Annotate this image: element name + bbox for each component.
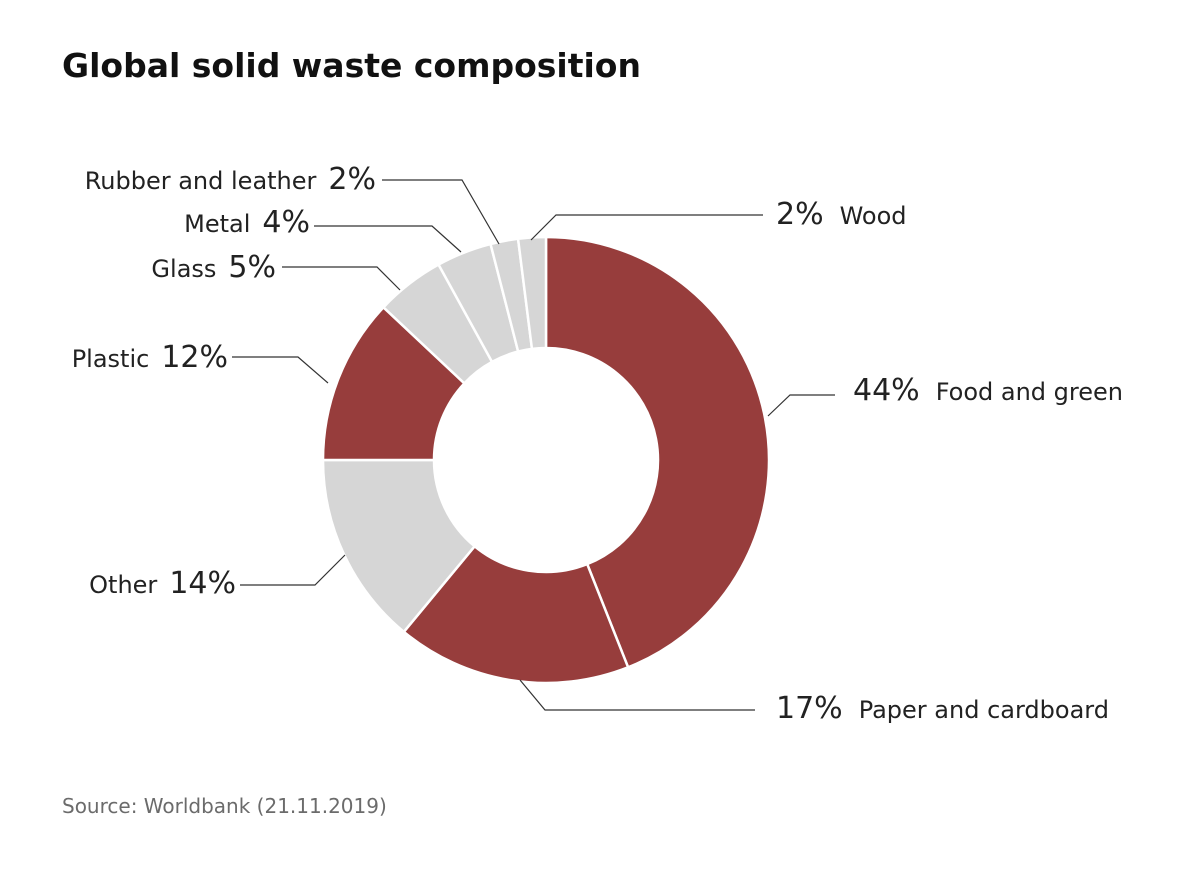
label-name-rubber-and-leather: Rubber and leather bbox=[85, 167, 317, 195]
label-name-paper-and-cardboard: Paper and cardboard bbox=[859, 696, 1109, 724]
slice-wood bbox=[516, 235, 548, 351]
label-name-plastic: Plastic bbox=[72, 345, 150, 373]
label-rubber-and-leather: Rubber and leather 2% bbox=[85, 162, 376, 197]
slices-group bbox=[321, 235, 771, 685]
label-pct-glass: 5% bbox=[228, 250, 276, 285]
leader-line-rubber-and-leather bbox=[382, 179, 500, 245]
label-name-glass: Glass bbox=[151, 255, 216, 283]
label-name-wood: Wood bbox=[840, 202, 907, 230]
leader-line-paper-and-cardboard bbox=[519, 679, 755, 711]
label-name-food-and-green: Food and green bbox=[936, 378, 1123, 406]
label-name-metal: Metal bbox=[184, 210, 250, 238]
label-other: Other 14% bbox=[89, 566, 236, 601]
label-glass: Glass 5% bbox=[151, 250, 276, 285]
label-pct-paper-and-cardboard: 17% bbox=[776, 691, 843, 726]
slice-paper-and-cardboard bbox=[402, 544, 630, 685]
leader-line-food-and-green bbox=[767, 394, 835, 417]
label-metal: Metal 4% bbox=[184, 205, 310, 240]
slice-food-and-green bbox=[544, 235, 771, 669]
leader-lines-group bbox=[232, 179, 835, 711]
labels-group: 44% Food and green 17% Paper and cardboard O… bbox=[72, 162, 1123, 726]
label-pct-other: 14% bbox=[169, 566, 236, 601]
leader-line-glass bbox=[282, 266, 401, 291]
leader-line-metal bbox=[314, 225, 462, 253]
label-pct-rubber-and-leather: 2% bbox=[328, 162, 376, 197]
label-paper-and-cardboard: 17% Paper and cardboard bbox=[776, 691, 1109, 726]
label-plastic: Plastic 12% bbox=[72, 340, 228, 375]
leader-line-plastic bbox=[232, 356, 329, 384]
chart-title: Global solid waste composition bbox=[62, 46, 641, 85]
leader-line-wood bbox=[530, 214, 763, 241]
label-name-other: Other bbox=[89, 571, 157, 599]
label-wood: 2% Wood bbox=[776, 197, 907, 232]
leader-line-other bbox=[240, 554, 346, 586]
label-food-and-green: 44% Food and green bbox=[853, 373, 1123, 408]
label-pct-plastic: 12% bbox=[161, 340, 228, 375]
label-pct-metal: 4% bbox=[262, 205, 310, 240]
source-note: Source: Worldbank (21.11.2019) bbox=[62, 794, 387, 818]
label-pct-wood: 2% bbox=[776, 197, 824, 232]
label-pct-food-and-green: 44% bbox=[853, 373, 920, 408]
